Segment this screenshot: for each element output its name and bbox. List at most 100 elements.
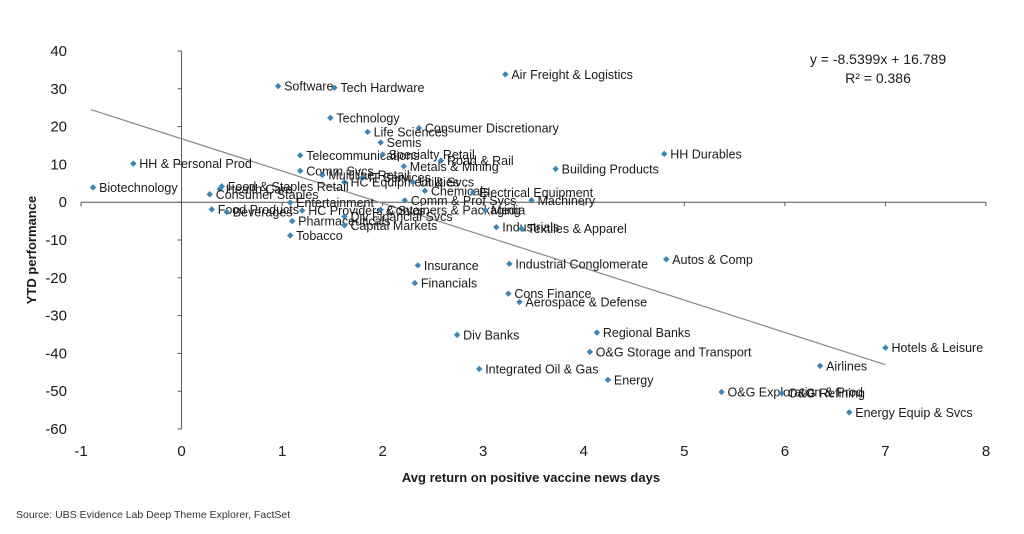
- data-point-label: Biotechnology: [99, 181, 178, 195]
- data-point-label: Life Sciences: [374, 125, 448, 139]
- x-tick-label: 4: [580, 443, 588, 460]
- data-point-marker: [552, 165, 559, 173]
- data-point-label: Comm & Prof Svcs: [411, 194, 517, 208]
- data-point-marker: [663, 256, 670, 263]
- data-point-marker: [286, 232, 294, 239]
- data-point-marker: [297, 167, 304, 175]
- data-point-marker: [453, 331, 461, 339]
- trendline: [90, 109, 886, 366]
- data-point-label: Cons Finance: [514, 287, 591, 301]
- data-point-marker: [359, 174, 366, 181]
- y-axis-title: YTD performance: [24, 196, 39, 304]
- y-tick-label: -30: [45, 308, 67, 325]
- data-point-marker: [586, 348, 594, 356]
- data-point-label: Div Financial Svcs: [350, 210, 452, 224]
- trendline-line: [90, 109, 886, 366]
- data-point-label: Consumer Discretionary: [425, 122, 560, 136]
- data-point-marker: [341, 178, 348, 186]
- data-point-label: Electrical Equipment: [479, 186, 593, 200]
- x-tick-label: 2: [378, 443, 386, 460]
- data-point-marker: [816, 362, 824, 370]
- data-point-marker: [299, 207, 306, 214]
- data-point-marker: [882, 344, 889, 351]
- data-point-label: Food Products: [218, 203, 299, 217]
- data-point-label: Energy: [614, 373, 654, 387]
- data-point-label: HH & Personal Prod: [139, 157, 252, 171]
- data-point-label: Chemicals: [431, 184, 489, 198]
- data-point-marker: [718, 388, 725, 396]
- y-tick-label: 40: [50, 43, 67, 60]
- data-point-label: Containers & Packaging: [387, 203, 521, 217]
- data-point-marker: [331, 84, 338, 91]
- data-point-label: Building Products: [562, 162, 659, 176]
- data-point-marker: [206, 191, 213, 198]
- data-point-marker: [528, 197, 535, 204]
- data-point-label: Textiles & Apparel: [527, 222, 626, 236]
- y-tick-label: 10: [50, 156, 67, 173]
- x-tick-label: 7: [881, 443, 889, 460]
- data-point-marker: [502, 71, 509, 78]
- source-note: Source: UBS Evidence Lab Deep Theme Expl…: [16, 509, 291, 521]
- data-point-label: Food & Staples Retail: [228, 180, 349, 194]
- x-tick-label: 3: [479, 443, 487, 460]
- data-point-label: Machinery: [537, 194, 595, 208]
- y-tick-label: -10: [45, 232, 67, 249]
- data-point-marker: [297, 152, 304, 159]
- data-point-label: Road & Rail: [447, 154, 514, 168]
- y-tick-label: 0: [59, 194, 67, 211]
- data-point-label: HC Providers & Svcs: [308, 204, 425, 218]
- data-point-marker: [414, 262, 422, 269]
- data-point-label: Semis: [387, 136, 422, 150]
- data-point-marker: [208, 206, 215, 213]
- data-point-label: Telecommunications: [306, 149, 419, 163]
- data-point-marker: [476, 365, 483, 373]
- data-point-marker: [661, 150, 668, 158]
- y-tick-label: 30: [50, 81, 67, 98]
- x-tick-label: 8: [982, 443, 990, 460]
- data-points: Air Freight & Logistics Software Tech Hard…: [89, 68, 983, 420]
- data-point-marker: [846, 409, 853, 416]
- data-point-marker: [506, 260, 513, 268]
- data-point-label: Div Banks: [463, 328, 519, 342]
- y-tick-label: -40: [45, 345, 67, 362]
- data-point-label: O&G Storage and Transport: [596, 345, 752, 359]
- data-point-marker: [274, 82, 282, 90]
- data-point-marker: [415, 124, 423, 132]
- data-point-label: Consumer Staples: [216, 188, 319, 202]
- data-point-marker: [778, 389, 786, 397]
- data-point-marker: [604, 376, 612, 384]
- data-point-label: Regional Banks: [603, 326, 691, 340]
- x-tick-label: 0: [177, 443, 185, 460]
- data-point-label: Airlines: [826, 359, 867, 373]
- x-axis-title: Avg return on positive vaccine news days: [402, 470, 660, 485]
- y-tick-label: -50: [45, 383, 67, 400]
- x-tick-label: 5: [680, 443, 688, 460]
- data-point-label: Tech Hardware: [340, 81, 424, 95]
- data-point-label: Technology: [336, 111, 400, 125]
- data-point-marker: [411, 279, 419, 287]
- trendline-r-squared: R² = 0.386: [845, 70, 911, 86]
- data-point-marker: [505, 290, 512, 297]
- data-point-marker: [89, 184, 97, 191]
- data-point-label: Hotels & Leisure: [891, 341, 983, 355]
- data-point-marker: [341, 213, 348, 220]
- data-point-label: Integrated Oil & Gas: [485, 362, 598, 376]
- data-point-marker: [379, 151, 386, 158]
- data-point-label: O&G Exploration & Prod: [728, 385, 864, 399]
- data-point-label: Utilities: [419, 176, 459, 190]
- data-point-label: Entertainment: [296, 196, 374, 210]
- x-tick-label: -1: [74, 443, 87, 460]
- data-point-label: Software: [284, 80, 333, 94]
- y-tick-label: 20: [50, 119, 67, 136]
- data-point-marker: [130, 160, 137, 167]
- data-point-marker: [377, 139, 384, 146]
- axes: [80, 50, 987, 430]
- data-point-marker: [518, 225, 525, 232]
- data-point-label: Health Care: [226, 182, 293, 196]
- data-point-label: Capital Markets: [350, 219, 437, 233]
- data-point-label: Tobacco: [296, 229, 343, 243]
- data-point-marker: [216, 185, 223, 193]
- data-point-label: Beverages: [233, 206, 293, 220]
